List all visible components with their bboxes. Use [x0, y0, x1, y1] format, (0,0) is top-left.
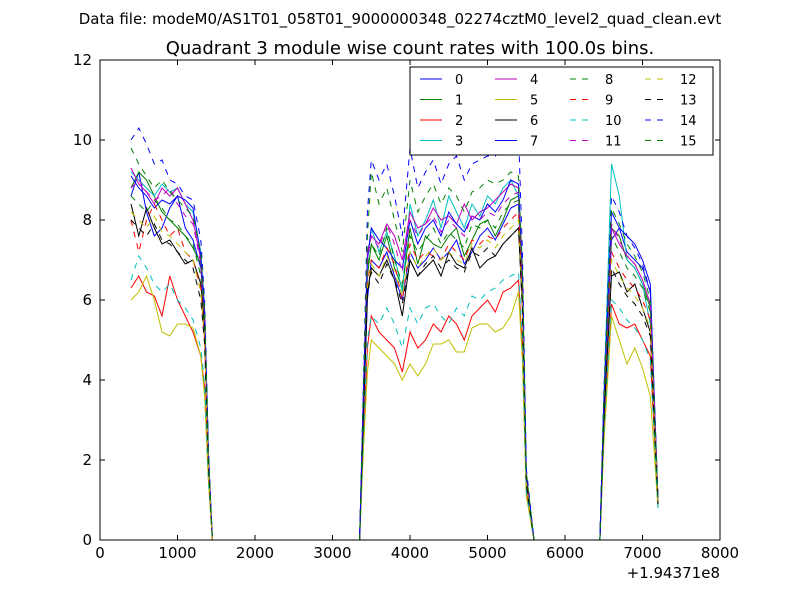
chart-title: Quadrant 3 module wise count rates with … — [166, 38, 655, 59]
x-tick-label: 0 — [95, 544, 105, 562]
series-13-segment-2 — [599, 267, 659, 540]
y-tick-label: 2 — [82, 451, 92, 469]
legend-item-11: 11 — [570, 135, 622, 150]
series-3-segment-0 — [130, 171, 213, 540]
series-5-segment-0 — [130, 274, 213, 540]
legend-item-13: 13 — [645, 94, 697, 109]
legend-label: 1 — [455, 94, 463, 109]
series-2-segment-1 — [359, 278, 535, 540]
series-2-segment-0 — [130, 274, 213, 540]
series-11-segment-1 — [359, 191, 535, 540]
legend-label: 5 — [530, 94, 538, 109]
series-7-segment-0 — [130, 175, 213, 540]
series-14-segment-0 — [130, 126, 213, 540]
legend-item-6: 6 — [495, 114, 538, 129]
series-10-segment-1 — [359, 271, 535, 540]
legend-label: 12 — [680, 73, 697, 88]
series-12-segment-0 — [130, 211, 213, 540]
series-12-segment-1 — [359, 218, 535, 540]
legend-label: 15 — [680, 135, 697, 150]
legend-item-8: 8 — [570, 73, 613, 88]
x-tick-label: 6000 — [546, 544, 584, 562]
legend-label: 6 — [530, 114, 538, 129]
series-10-segment-0 — [130, 254, 213, 540]
series-0-segment-1 — [359, 203, 535, 540]
series-8-segment-1 — [359, 199, 535, 540]
series-7-segment-1 — [359, 179, 535, 540]
series-9-segment-2 — [599, 251, 659, 540]
series-9-line — [130, 202, 659, 540]
legend-item-5: 5 — [495, 94, 538, 109]
legend-item-1: 1 — [420, 94, 463, 109]
data-file-suptitle: Data file: modeM0/AS1T01_058T01_90000003… — [79, 10, 722, 29]
x-tick-label: 2000 — [236, 544, 274, 562]
series-9-segment-0 — [130, 202, 213, 540]
series-13-segment-0 — [130, 219, 213, 540]
legend-item-7: 7 — [495, 135, 538, 150]
legend-item-0: 0 — [420, 73, 463, 88]
legend-label: 3 — [455, 135, 463, 150]
legend-label: 2 — [455, 114, 463, 129]
series-13-segment-1 — [359, 226, 535, 540]
series-10-line — [130, 254, 659, 540]
legend-item-15: 15 — [645, 135, 697, 150]
legend-item-14: 14 — [645, 114, 697, 129]
y-tick-label: 8 — [82, 211, 92, 229]
y-tick-label: 0 — [82, 531, 92, 549]
legend-label: 11 — [605, 135, 622, 150]
legend-label: 14 — [680, 114, 697, 129]
series-1-segment-0 — [130, 171, 213, 540]
x-tick-label: 4000 — [391, 544, 429, 562]
legend-label: 7 — [530, 135, 538, 150]
series-5-segment-2 — [599, 315, 659, 540]
series-5-line — [130, 274, 659, 540]
x-tick-label: 3000 — [313, 544, 351, 562]
series-3-segment-1 — [359, 179, 535, 540]
series-6-segment-1 — [359, 226, 535, 540]
legend-label: 9 — [605, 94, 613, 109]
series-13-line — [130, 219, 659, 540]
legend-item-9: 9 — [570, 94, 613, 109]
legend-item-3: 3 — [420, 135, 463, 150]
legend-label: 10 — [605, 114, 622, 129]
series-1-segment-1 — [359, 195, 535, 540]
series-15-line — [130, 147, 659, 540]
series-15-segment-2 — [599, 207, 659, 540]
axis-ticks: 0 1000 2000 3000 4000 5000 6000 7000 80000246810… — [73, 51, 739, 562]
legend-item-12: 12 — [645, 73, 697, 88]
series-10-segment-2 — [599, 298, 659, 540]
series-0-segment-0 — [130, 171, 213, 540]
x-offset-label: +1.94371e8 — [627, 564, 720, 582]
series-8-segment-2 — [599, 235, 659, 540]
legend-item-4: 4 — [495, 73, 538, 88]
x-tick-label: 7000 — [623, 544, 661, 562]
series-14-segment-2 — [599, 195, 659, 540]
series-2-segment-2 — [599, 303, 659, 540]
y-tick-label: 10 — [73, 131, 92, 149]
x-tick-label: 5000 — [468, 544, 506, 562]
x-tick-label: 1000 — [158, 544, 196, 562]
legend-label: 8 — [605, 73, 613, 88]
y-tick-label: 6 — [82, 291, 92, 309]
series-8-line — [130, 195, 659, 540]
y-tick-label: 12 — [73, 51, 92, 69]
legend-label: 0 — [455, 73, 463, 88]
series-14-line — [130, 123, 659, 540]
x-tick-label: 8000 — [701, 544, 739, 562]
plot-area — [130, 123, 659, 540]
series-5-segment-1 — [359, 291, 535, 540]
y-tick-label: 4 — [82, 371, 92, 389]
legend-item-10: 10 — [570, 114, 622, 129]
series-4-segment-1 — [359, 183, 535, 540]
legend-label: 4 — [530, 73, 538, 88]
legend-label: 13 — [680, 94, 697, 109]
series-15-segment-1 — [359, 171, 535, 540]
legend-item-2: 2 — [420, 114, 463, 129]
